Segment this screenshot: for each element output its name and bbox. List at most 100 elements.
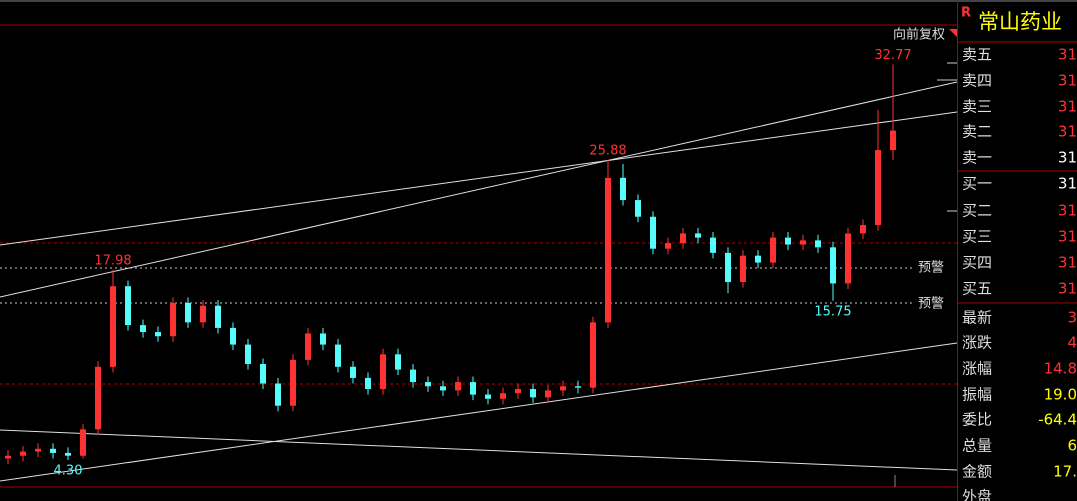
candle-body (755, 255, 761, 263)
row-label: 买四 (962, 254, 992, 272)
candle-body (665, 243, 671, 249)
candle-body (305, 333, 311, 360)
candle-body (20, 451, 26, 456)
row-value: 31 (1058, 72, 1077, 90)
row-label: 卖四 (962, 72, 992, 90)
adjust-mode[interactable]: 向前复权 (893, 27, 945, 43)
candles: 32.77 25.88 17.98 15.75 4.30 (5, 48, 912, 478)
trend-line (0, 111, 958, 246)
candle-body (95, 366, 101, 430)
candle-body (140, 325, 146, 333)
candle-body (575, 386, 581, 388)
row-label: 买二 (962, 202, 992, 220)
candle-body (365, 377, 371, 390)
level-ticks (937, 62, 957, 212)
candle-body (320, 333, 326, 345)
candle-body (395, 354, 401, 370)
candle-body (245, 344, 251, 365)
candle-body (200, 305, 206, 323)
row-value: 31 (1058, 123, 1077, 141)
row-value: 31 (1058, 175, 1077, 193)
price-annotation: 4.30 (54, 463, 83, 478)
row-value: 31 (1058, 98, 1077, 116)
row-value: 31 (1058, 228, 1077, 246)
row-label: 卖一 (962, 149, 992, 167)
row-label: 买五 (962, 280, 992, 298)
candle-body (635, 200, 641, 217)
price-annotation: 25.88 (589, 144, 626, 159)
candle-body (770, 237, 776, 263)
row-value: -64.4 (1038, 411, 1077, 429)
candle-body (695, 233, 701, 238)
trend-lines (0, 81, 958, 482)
candle-body (215, 305, 221, 328)
candle-body (680, 233, 686, 244)
candle-body (545, 390, 551, 398)
candle-body (410, 369, 416, 383)
candle-body (380, 354, 386, 390)
row-label: 振幅 (962, 386, 992, 404)
row-label: 买三 (962, 228, 992, 246)
candle-body (455, 382, 461, 391)
candle-body (530, 389, 536, 398)
candle-body (350, 366, 356, 378)
candle-body (125, 286, 131, 326)
candle-body (230, 327, 236, 345)
candle-body (65, 452, 71, 456)
candle-body (485, 394, 491, 399)
row-value: 31 (1058, 46, 1077, 64)
candle-body (335, 344, 341, 367)
candle-body (710, 237, 716, 253)
candle-body (185, 302, 191, 323)
row-label: 最新 (962, 309, 992, 327)
candle-body (5, 455, 11, 459)
adjust-arrow (949, 29, 957, 37)
candle-body (500, 393, 506, 399)
candle-body (800, 240, 806, 245)
candle-body (155, 332, 161, 337)
candle-body (50, 448, 56, 453)
row-value: 19.0 (1044, 386, 1077, 404)
candle-body (290, 359, 296, 406)
candle-body (740, 255, 746, 283)
row-label: 委比 (962, 411, 992, 429)
candle-body (590, 322, 596, 388)
candle-body (725, 252, 731, 283)
row-label: 涨跌 (962, 334, 992, 352)
candle-body (650, 216, 656, 249)
price-annotation: 17.98 (94, 253, 131, 268)
candle-body (35, 448, 41, 452)
candle-body (875, 150, 881, 226)
candle-body (605, 177, 611, 323)
candle-body (560, 386, 566, 391)
row-value: 31 (1058, 149, 1077, 167)
row-label: 卖五 (962, 46, 992, 64)
candle-body (845, 233, 851, 284)
row-value: 4 (1067, 334, 1077, 352)
candle-body (470, 382, 476, 395)
candle-body (440, 386, 446, 391)
trend-line (0, 81, 958, 298)
candle-body (260, 364, 266, 384)
candle-body (860, 225, 866, 234)
row-label: 卖二 (962, 123, 992, 141)
candle-body (170, 302, 176, 337)
row-value: 31 (1058, 280, 1077, 298)
trend-line (0, 342, 958, 482)
row-label: 金额 (962, 463, 992, 481)
stock-name: 常山药业 (978, 10, 1062, 34)
row-label: 总量 (962, 437, 992, 455)
candle-body (425, 382, 431, 387)
alert-label: 预警 (918, 296, 944, 312)
candle-body (80, 429, 86, 456)
candle-body (830, 247, 836, 284)
row-label: 涨幅 (962, 360, 992, 378)
candle-body (620, 177, 626, 201)
row-value: 31 (1058, 254, 1077, 272)
alert-label: 预警 (918, 260, 944, 276)
row-label: 卖三 (962, 98, 992, 116)
